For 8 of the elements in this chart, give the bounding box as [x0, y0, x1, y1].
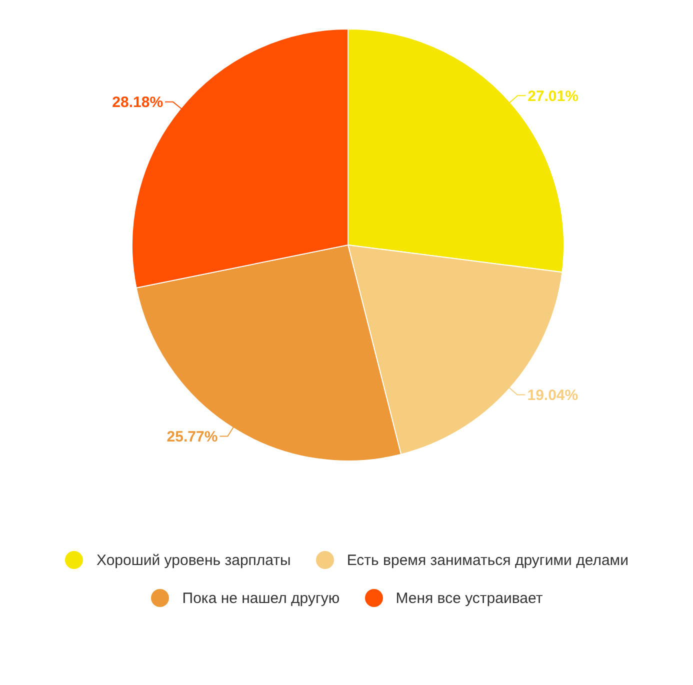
legend-label: Пока не нашел другую: [182, 590, 340, 606]
data-label: 19.04%: [527, 387, 578, 404]
data-label: 28.18%: [112, 94, 164, 112]
legend-label: Есть время заниматься другими делами: [346, 552, 628, 568]
data-label: 25.77%: [166, 428, 218, 446]
legend-label: Хороший уровень зарплаты: [96, 552, 291, 568]
legend-label: Меня все устраивает: [396, 590, 543, 606]
data-label: 27.01%: [528, 88, 578, 105]
